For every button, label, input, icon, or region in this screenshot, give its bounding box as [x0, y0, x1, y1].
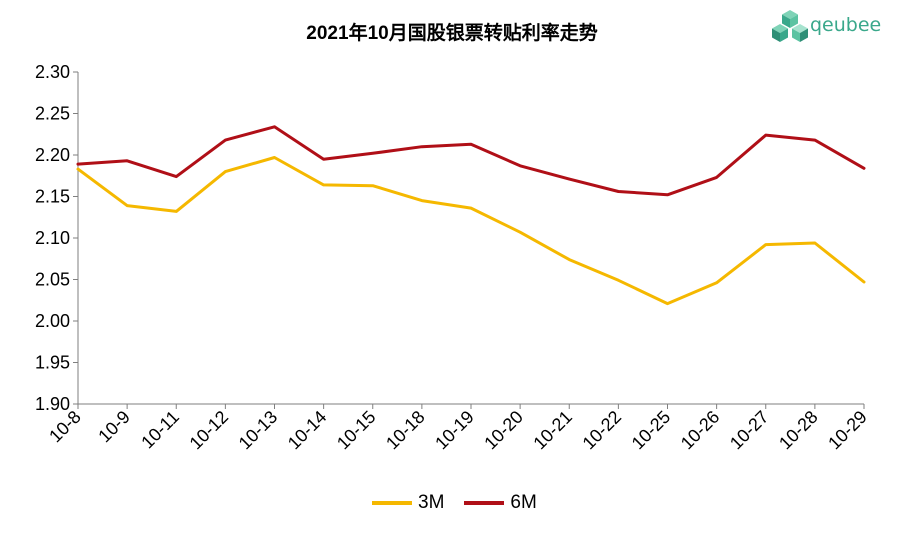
data-point-3m	[715, 281, 718, 285]
y-tick-label: 2.15	[35, 187, 70, 207]
x-tick-label: 10-14	[284, 407, 331, 454]
x-tick-label: 10-15	[333, 407, 380, 454]
data-point-3m	[862, 280, 866, 284]
x-tick-label: 10-20	[480, 407, 527, 454]
x-tick-label: 10-26	[677, 407, 724, 454]
data-point-6m	[469, 143, 473, 146]
data-point-6m	[862, 167, 866, 170]
data-point-3m	[469, 206, 473, 210]
data-point-3m	[813, 241, 817, 245]
legend: 3M 6M	[372, 491, 557, 515]
data-point-3m	[273, 156, 276, 159]
data-point-6m	[666, 193, 669, 197]
x-tick-label: 10-21	[529, 407, 576, 454]
x-tick-label: 10-11	[137, 407, 183, 453]
y-tick-label: 2.25	[35, 104, 70, 124]
data-point-6m	[125, 159, 129, 163]
x-tick-label: 10-13	[235, 407, 282, 454]
data-point-3m	[617, 279, 620, 282]
x-tick-label: 10-12	[186, 407, 233, 454]
chart-title: 2021年10月国股银票转贴利率走势	[306, 23, 598, 44]
x-tick-label: 10-22	[579, 407, 626, 454]
data-point-3m	[175, 210, 178, 213]
data-point-3m	[125, 204, 129, 207]
legend-label-6m: 6M	[510, 492, 537, 513]
qeubee-logo: qeubee	[772, 8, 892, 48]
data-point-3m	[371, 184, 374, 187]
legend-swatch-3m	[372, 501, 412, 505]
legend-label-3m: 3M	[418, 492, 445, 513]
data-point-6m	[76, 162, 80, 166]
y-tick-label: 2.10	[35, 228, 70, 248]
data-point-3m	[518, 230, 522, 234]
logo-text: qeubee	[810, 14, 882, 36]
x-tick-label: 10-18	[382, 407, 429, 454]
series-line-6m	[76, 125, 866, 197]
data-point-6m	[813, 138, 817, 142]
data-point-6m	[420, 145, 424, 148]
data-point-6m	[322, 157, 325, 161]
legend-swatch-6m	[464, 501, 505, 505]
data-point-6m	[273, 125, 276, 128]
x-tick-label: 10-19	[431, 407, 478, 454]
y-tick-label: 2.05	[35, 270, 70, 290]
data-point-3m	[764, 243, 767, 246]
y-tick-label: 1.95	[35, 353, 70, 373]
data-point-6m	[371, 152, 374, 155]
data-point-3m	[666, 302, 669, 305]
data-point-3m	[224, 170, 227, 173]
x-tick-label: 10-9	[94, 407, 134, 447]
y-tick-label: 2.20	[35, 145, 70, 165]
series-line-3m	[76, 156, 866, 306]
cube-logo-icon	[772, 10, 808, 42]
data-point-3m	[322, 183, 325, 187]
data-point-6m	[617, 190, 620, 193]
data-point-6m	[224, 138, 227, 142]
x-tick-label: 10-29	[824, 407, 871, 454]
legend-item-6m: 6M	[464, 492, 537, 514]
data-point-6m	[715, 176, 718, 179]
x-tick-label: 10-25	[628, 407, 675, 454]
y-tick-label: 2.30	[35, 62, 70, 82]
legend-item-3m: 3M	[372, 492, 444, 514]
data-point-3m	[420, 199, 424, 202]
data-point-6m	[518, 164, 522, 167]
data-point-3m	[76, 167, 80, 171]
x-tick-label: 10-28	[775, 407, 822, 454]
data-point-6m	[175, 175, 178, 178]
y-tick-label: 1.90	[35, 394, 70, 414]
x-tick-label: 10-27	[726, 407, 773, 454]
data-point-6m	[764, 133, 767, 137]
y-tick-label: 2.00	[35, 311, 70, 331]
data-point-6m	[568, 177, 571, 181]
data-point-3m	[568, 258, 571, 261]
